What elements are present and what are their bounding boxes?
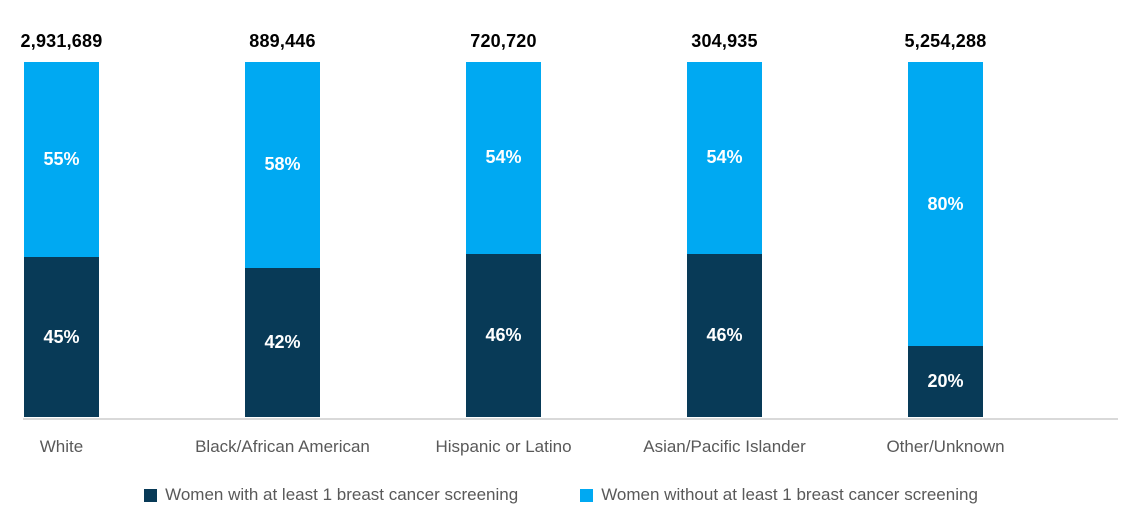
segment-percent-label: 54% bbox=[485, 147, 522, 168]
segment-percent-label: 54% bbox=[706, 147, 743, 168]
category-label: White bbox=[39, 437, 84, 456]
bar-total-label: 889,446 bbox=[249, 31, 316, 51]
chart-legend: Women with at least 1 breast cancer scre… bbox=[0, 485, 1122, 505]
bar-group: 54% 46% bbox=[687, 62, 762, 417]
segment-percent-label: 42% bbox=[264, 331, 301, 352]
bar-group: 55% 45% bbox=[24, 62, 99, 417]
bar-segment-with-screening: 20% bbox=[908, 346, 983, 417]
bar-segment-without-screening: 55% bbox=[24, 62, 99, 258]
bar-segment-with-screening: 46% bbox=[466, 253, 541, 417]
bar-total-label: 5,254,288 bbox=[904, 31, 987, 51]
category-label: Black/African American bbox=[195, 437, 370, 456]
bar-segment-without-screening: 54% bbox=[466, 62, 541, 254]
category-label: Hispanic or Latino bbox=[435, 437, 572, 456]
category-label: Asian/Pacific Islander bbox=[643, 437, 806, 456]
legend-item: Women without at least 1 breast cancer s… bbox=[580, 485, 978, 505]
bar-segment-without-screening: 54% bbox=[687, 62, 762, 254]
bar-segment-with-screening: 45% bbox=[24, 257, 99, 417]
segment-percent-label: 46% bbox=[485, 324, 522, 345]
legend-swatch bbox=[580, 488, 594, 502]
legend-item: Women with at least 1 breast cancer scre… bbox=[144, 485, 518, 505]
bar-segment-without-screening: 80% bbox=[908, 62, 983, 346]
legend-label: Women without at least 1 breast cancer s… bbox=[601, 485, 978, 504]
x-axis-line bbox=[23, 418, 1118, 420]
legend-label: Women with at least 1 breast cancer scre… bbox=[165, 485, 519, 504]
segment-percent-label: 20% bbox=[927, 371, 964, 391]
bar-total-label: 2,931,689 bbox=[20, 31, 103, 51]
bar-segment-with-screening: 42% bbox=[245, 267, 320, 417]
segment-percent-label: 55% bbox=[43, 149, 80, 170]
category-label: Other/Unknown bbox=[886, 437, 1005, 456]
segment-percent-label: 58% bbox=[264, 154, 301, 175]
segment-percent-label: 80% bbox=[927, 193, 964, 214]
bar-total-label: 720,720 bbox=[470, 31, 537, 51]
bar-group: 58% 42% bbox=[245, 62, 320, 417]
segment-percent-label: 45% bbox=[43, 326, 80, 347]
legend-swatch bbox=[144, 488, 158, 502]
bar-group: 80% 20% bbox=[908, 62, 983, 417]
bar-group: 54% 46% bbox=[466, 62, 541, 417]
bar-segment-without-screening: 58% bbox=[245, 62, 320, 268]
segment-percent-label: 46% bbox=[706, 324, 743, 345]
bar-segment-with-screening: 46% bbox=[687, 253, 762, 417]
bar-total-label: 304,935 bbox=[691, 31, 758, 51]
